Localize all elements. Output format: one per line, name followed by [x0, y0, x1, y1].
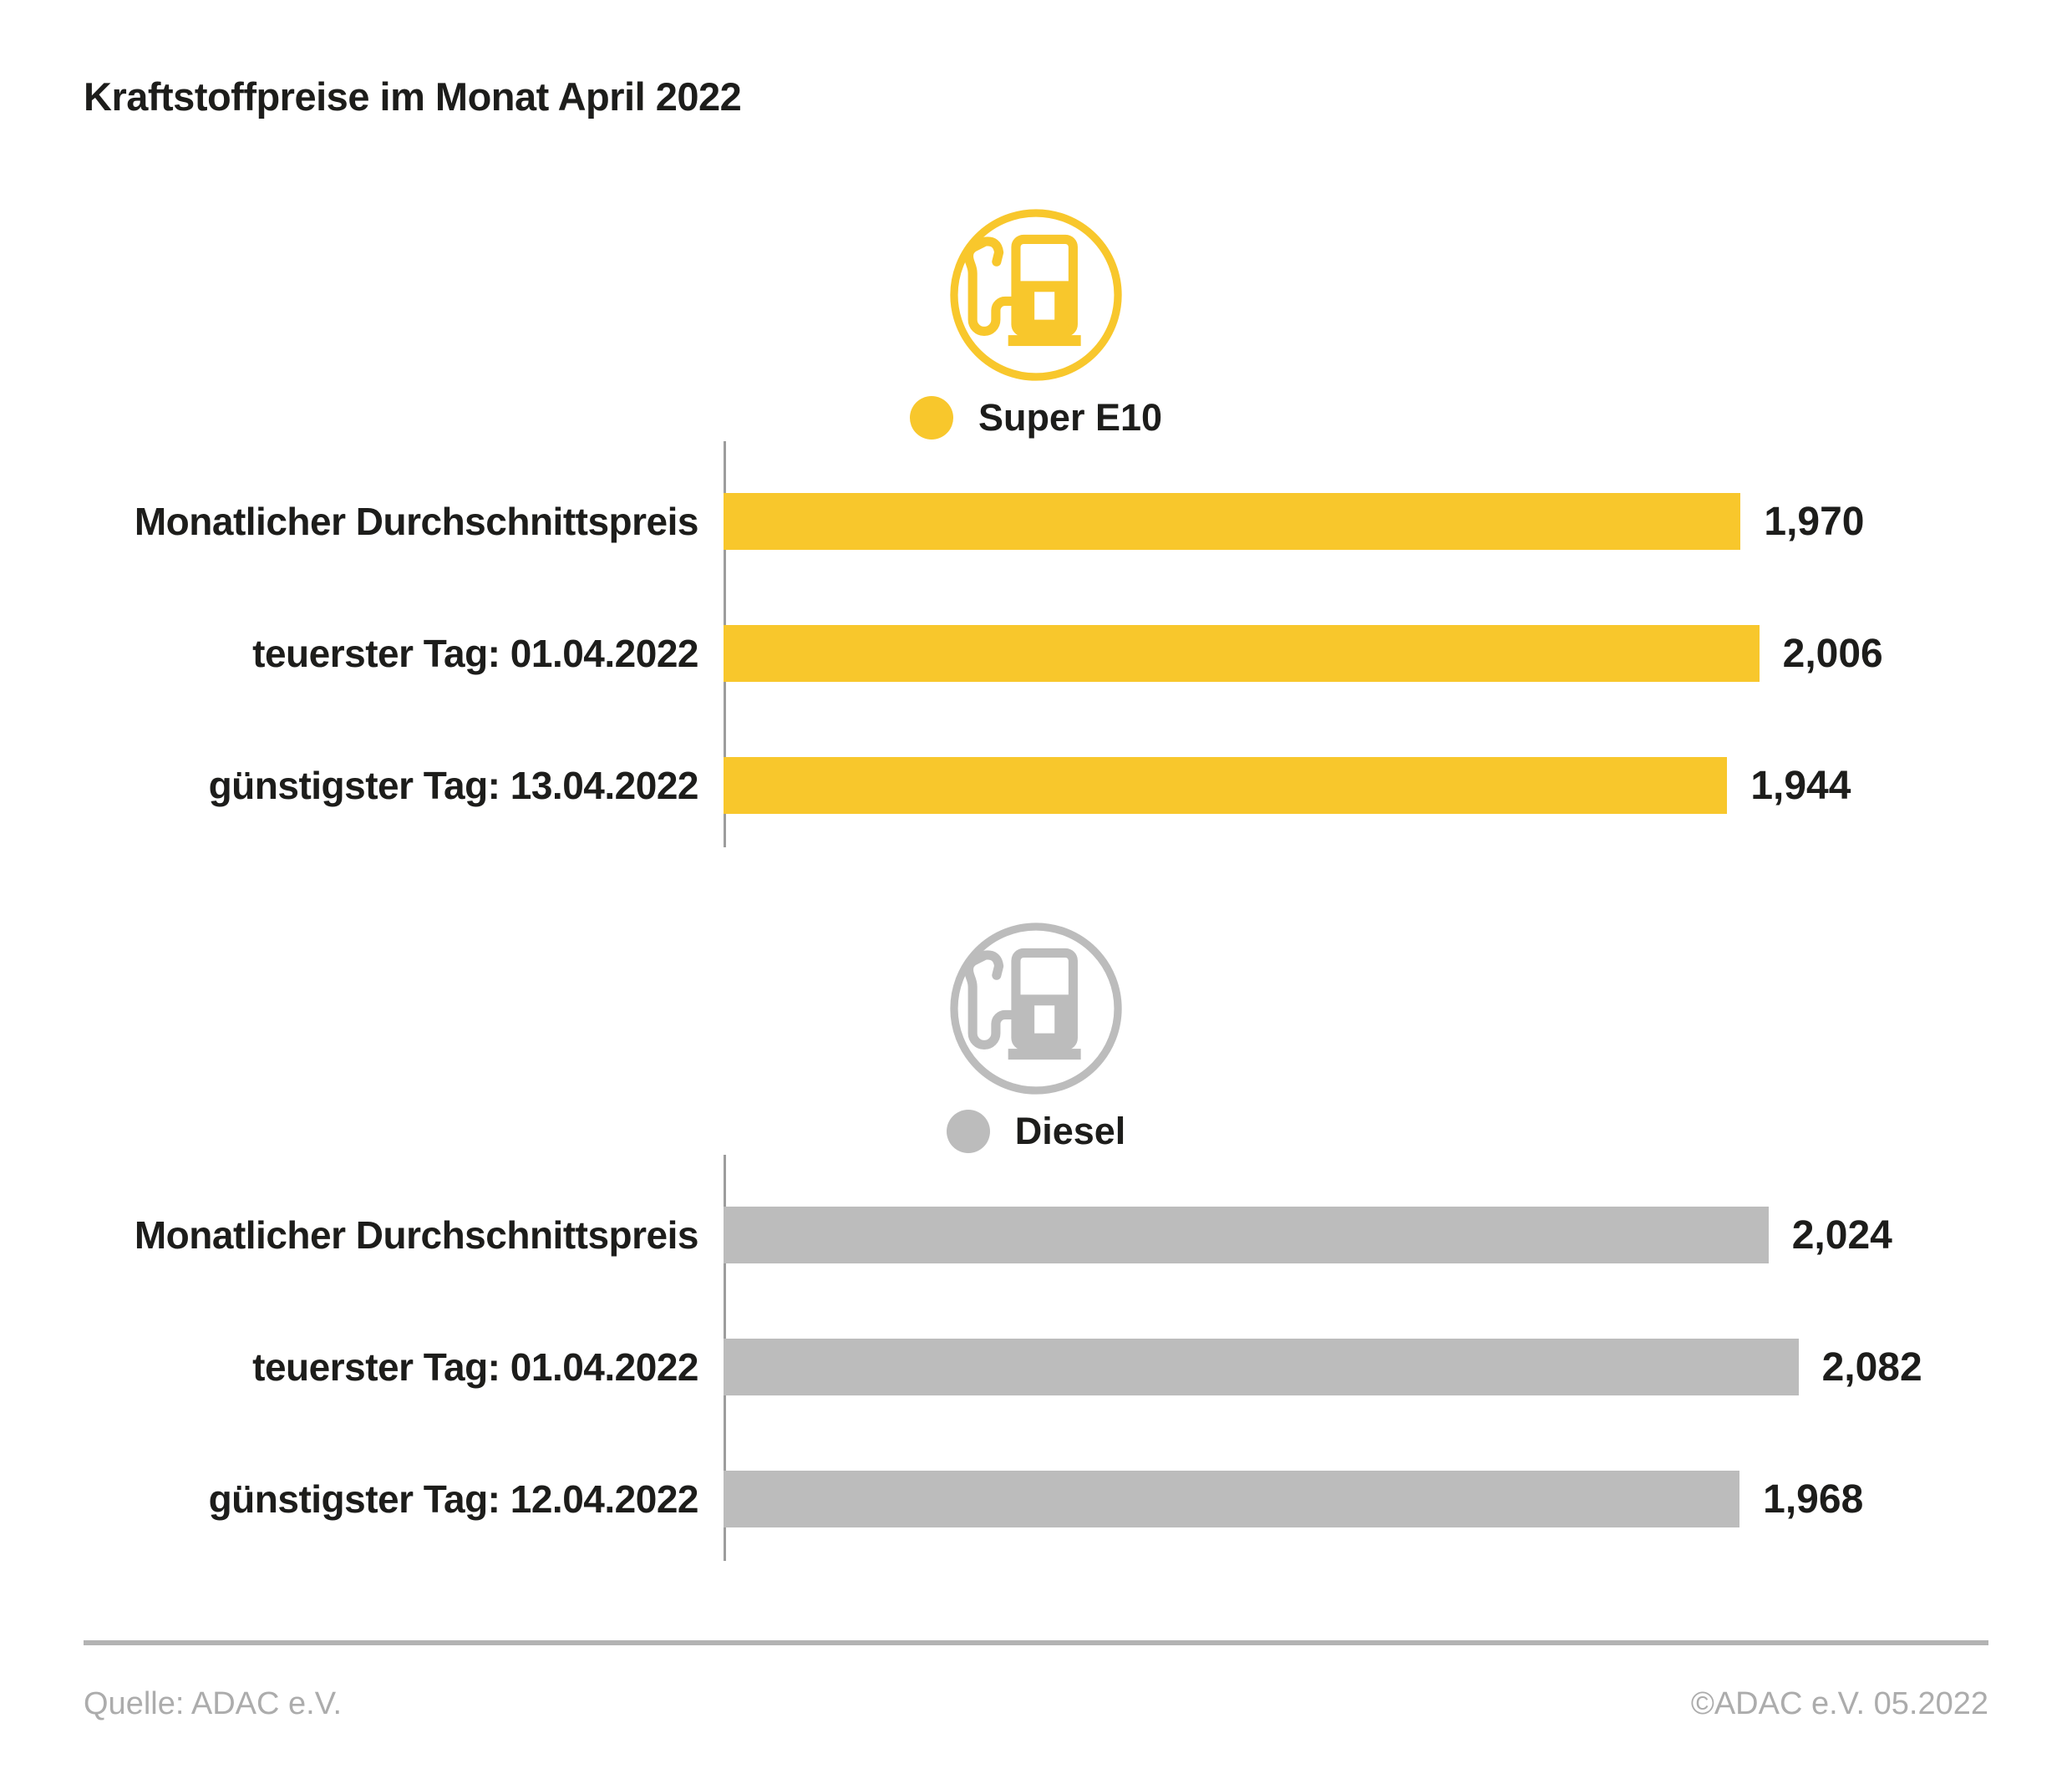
- bar-row-label: günstigster Tag: 13.04.2022: [208, 764, 699, 807]
- bar-track: 1,970: [724, 493, 1988, 550]
- legend-dot: [909, 396, 953, 440]
- chart-section-super-e10: Super E10 Monatlicher Durchschnittspreis…: [84, 202, 1988, 847]
- bar-row: teuerster Tag: 01.04.2022 2,082: [84, 1339, 1988, 1395]
- bar-row: günstigster Tag: 13.04.2022 1,944: [84, 757, 1988, 814]
- bar-value-label: 1,968: [1763, 1477, 1864, 1522]
- bar-value-label: 1,970: [1764, 499, 1865, 544]
- fuel-pump-icon: [943, 916, 1129, 1101]
- bar-value-label: 2,024: [1791, 1212, 1892, 1258]
- bar-row: Monatlicher Durchschnittspreis 2,024: [84, 1207, 1988, 1263]
- bar: [724, 625, 1760, 682]
- bar: [724, 757, 1728, 814]
- legend-label: Diesel: [1014, 1110, 1126, 1152]
- bar-track: 2,006: [724, 625, 1988, 682]
- bar-row-label: teuerster Tag: 01.04.2022: [252, 1345, 698, 1389]
- chart-section-diesel: Diesel Monatlicher Durchschnittspreis 2,0…: [84, 916, 1988, 1561]
- bar-value-label: 1,944: [1750, 763, 1851, 808]
- footer-divider: [84, 1640, 1988, 1645]
- bar: [724, 1471, 1740, 1527]
- bar-row: günstigster Tag: 12.04.2022 1,968: [84, 1471, 1988, 1527]
- legend-label: Super E10: [978, 396, 1163, 439]
- bar-row: Monatlicher Durchschnittspreis 1,970: [84, 493, 1988, 550]
- bar-row-label: Monatlicher Durchschnittspreis: [134, 500, 699, 543]
- bar-row: teuerster Tag: 01.04.2022 2,006: [84, 625, 1988, 682]
- bar-value-label: 2,006: [1782, 631, 1883, 676]
- bar-track: 2,024: [724, 1207, 1988, 1263]
- bar-track: 1,944: [724, 757, 1988, 814]
- bar-row-label: teuerster Tag: 01.04.2022: [252, 632, 698, 675]
- bar-row-label: günstigster Tag: 12.04.2022: [208, 1477, 699, 1521]
- bar-chart: Monatlicher Durchschnittspreis 1,970 teuer…: [84, 441, 1988, 847]
- legend-dot: [946, 1110, 990, 1153]
- source-note: Quelle: ADAC e.V.: [84, 1686, 343, 1721]
- copyright-note: ©ADAC e.V. 05.2022: [1690, 1686, 1988, 1721]
- bar: [724, 1207, 1769, 1263]
- fuel-pump-icon: [943, 202, 1129, 388]
- legend: Super E10: [84, 394, 1988, 441]
- bar-track: 2,082: [724, 1339, 1988, 1395]
- bar: [724, 493, 1741, 550]
- bar-row-label: Monatlicher Durchschnittspreis: [134, 1213, 699, 1257]
- legend: Diesel: [84, 1108, 1988, 1155]
- bar-chart: Monatlicher Durchschnittspreis 2,024 teuer…: [84, 1155, 1988, 1561]
- bar-value-label: 2,082: [1821, 1344, 1922, 1390]
- bar-track: 1,968: [724, 1471, 1988, 1527]
- page-title: Kraftstoffpreise im Monat April 2022: [84, 74, 742, 119]
- footer: Quelle: ADAC e.V. ©ADAC e.V. 05.2022: [84, 1686, 1988, 1722]
- bar: [724, 1339, 1799, 1395]
